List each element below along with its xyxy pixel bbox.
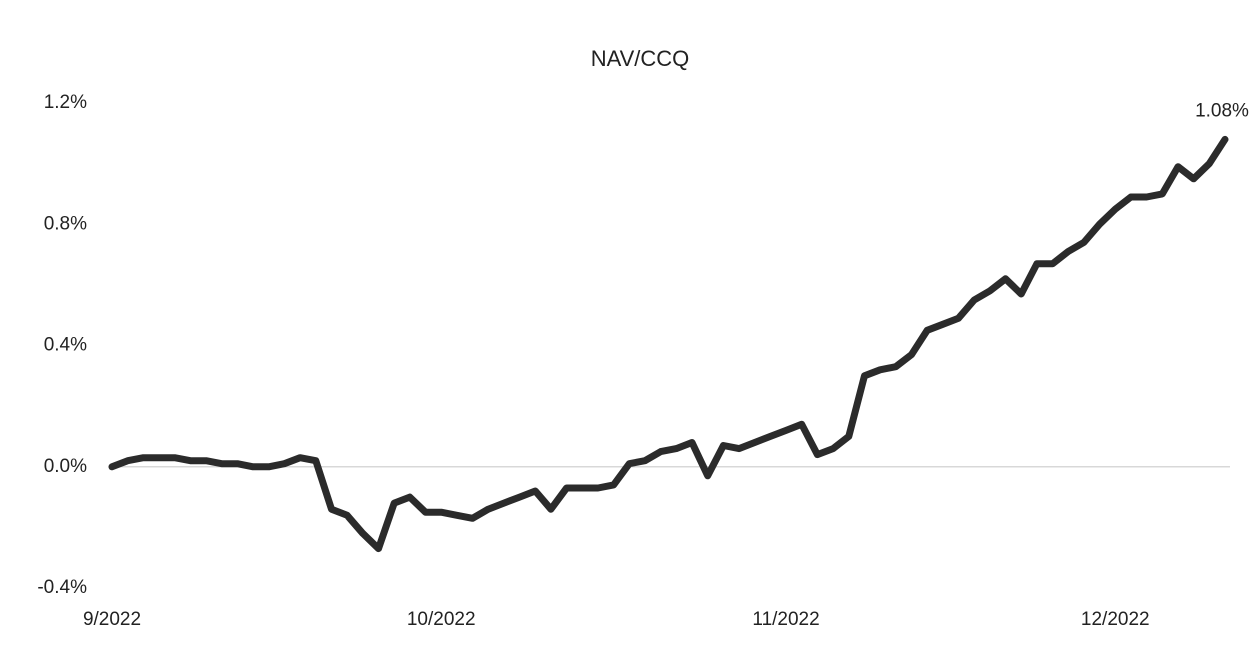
y-tick-label: 0.4%	[44, 335, 87, 356]
x-tick-label: 12/2022	[1081, 609, 1150, 630]
value-label: 1.08%	[1195, 100, 1249, 121]
x-tick-label: 10/2022	[407, 609, 476, 630]
y-tick-label: 1.2%	[44, 92, 87, 113]
y-tick-label: 0.8%	[44, 213, 87, 234]
x-tick-label: 11/2022	[752, 609, 819, 630]
chart-title: NAV/CCQ	[591, 46, 690, 71]
x-tick-label: 9/2022	[83, 609, 141, 630]
y-tick-label: -0.4%	[37, 577, 87, 598]
line	[108, 135, 1229, 553]
y-tick-label: 0.0%	[44, 456, 87, 477]
